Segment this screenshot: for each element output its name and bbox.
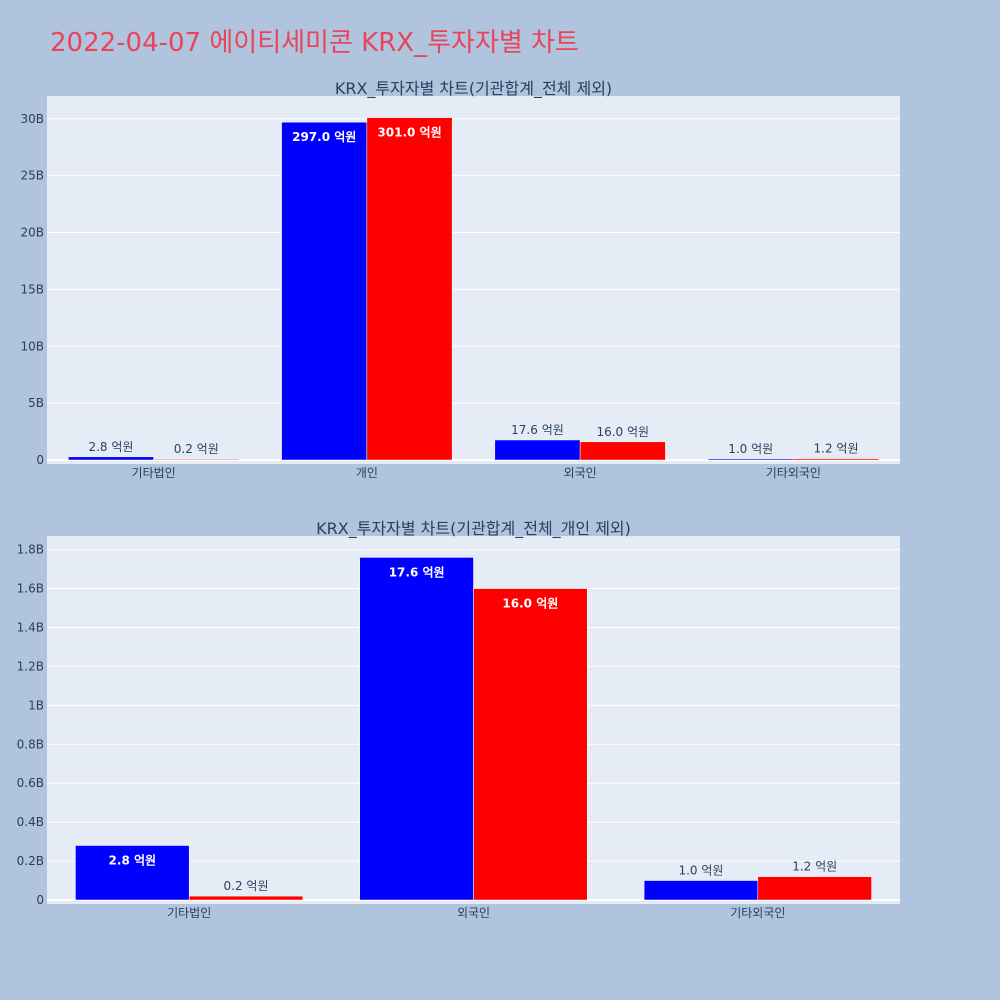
bar bbox=[793, 458, 879, 461]
data-label: 17.6 억원 bbox=[511, 423, 564, 437]
y-tick-label: 0 bbox=[36, 893, 44, 907]
bar bbox=[366, 117, 453, 461]
y-tick-label: 0.2B bbox=[17, 854, 44, 868]
y-tick-label: 0.6B bbox=[17, 776, 44, 790]
y-tick-label: 1.8B bbox=[17, 543, 44, 557]
y-tick-label: 30B bbox=[20, 112, 44, 126]
x-tick-label: 외국인 bbox=[564, 466, 597, 480]
investor-chart-all: 0 5B 10B 15B 20B 25B 30B KRX_투자자별 차트(기관합계_전체 제외… bbox=[20, 79, 900, 480]
y-tick-label: 1.4B bbox=[17, 620, 44, 634]
bar bbox=[579, 441, 666, 461]
x-tick-label: 기타외국인 bbox=[766, 466, 821, 480]
y-tick-label: 10B bbox=[20, 339, 44, 353]
bar bbox=[359, 557, 474, 901]
data-label: 301.0 억원 bbox=[377, 126, 441, 140]
page-title: 2022-04-07 에이티세미콘 KRX_투자자별 차트 bbox=[50, 28, 579, 58]
data-label: 2.8 억원 bbox=[88, 440, 133, 454]
bar bbox=[757, 876, 872, 901]
data-label: 2.8 억원 bbox=[109, 853, 157, 867]
chart-title: KRX_투자자별 차트(기관합계_전체_개인 제외) bbox=[316, 519, 631, 539]
bar bbox=[188, 895, 304, 901]
data-label: 0.2 억원 bbox=[174, 442, 219, 456]
bar bbox=[153, 458, 240, 461]
bar bbox=[643, 880, 759, 901]
y-tick-label: 20B bbox=[20, 226, 44, 240]
data-label: 297.0 억원 bbox=[292, 130, 356, 144]
y-tick-label: 5B bbox=[28, 396, 44, 410]
y-tick-label: 1.6B bbox=[17, 582, 44, 596]
x-tick-label: 기타법인 bbox=[132, 466, 176, 480]
data-label: 16.0 억원 bbox=[502, 597, 558, 611]
bar bbox=[473, 588, 588, 901]
x-tick-label: 기타법인 bbox=[167, 906, 211, 920]
data-label: 1.2 억원 bbox=[814, 442, 859, 456]
y-tick-label: 0 bbox=[36, 453, 44, 467]
data-label: 1.0 억원 bbox=[728, 442, 773, 456]
y-tick-label: 0.4B bbox=[17, 815, 44, 829]
data-label: 17.6 억원 bbox=[389, 565, 445, 579]
bar bbox=[75, 845, 190, 901]
x-tick-label: 기타외국인 bbox=[730, 906, 785, 920]
y-tick-label: 25B bbox=[20, 169, 44, 183]
data-label: 1.2 억원 bbox=[792, 860, 837, 874]
chart-title: KRX_투자자별 차트(기관합계_전체 제외) bbox=[335, 79, 612, 99]
y-tick-label: 15B bbox=[20, 282, 44, 296]
data-label: 16.0 억원 bbox=[596, 425, 649, 439]
y-tick-label: 1B bbox=[28, 698, 44, 712]
data-label: 1.0 억원 bbox=[678, 864, 723, 878]
x-tick-label: 외국인 bbox=[457, 906, 490, 920]
bar bbox=[68, 456, 154, 461]
y-tick-label: 1.2B bbox=[17, 659, 44, 673]
data-label: 0.2 억원 bbox=[224, 879, 269, 893]
y-tick-label: 0.8B bbox=[17, 737, 44, 751]
x-tick-label: 개인 bbox=[356, 466, 378, 480]
bar bbox=[281, 121, 368, 461]
